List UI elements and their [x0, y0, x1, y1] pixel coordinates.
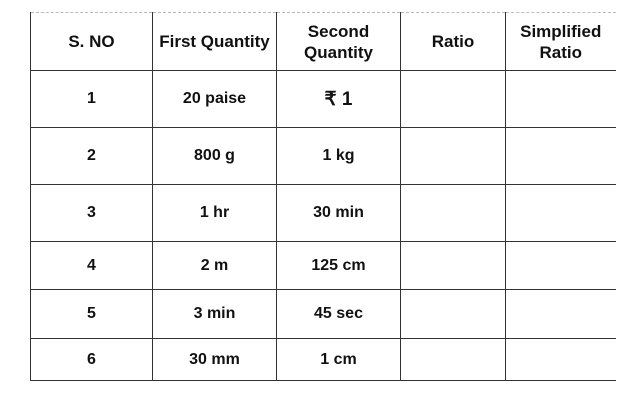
header-cell: Simplified Ratio [505, 12, 616, 71]
header-cell: S. NO [30, 12, 153, 71]
empty-cell [505, 184, 616, 242]
table-row: 6 30 mm 1 cm [30, 338, 616, 381]
table-cell: 1 hr [152, 184, 277, 242]
table-cell: 125 cm [276, 241, 401, 290]
table-cell: 2 [30, 127, 153, 185]
table-cell: ₹ 1 [276, 70, 401, 128]
table-cell: 45 sec [276, 289, 401, 339]
table-cell: 30 mm [152, 338, 277, 381]
table-cell: 800 g [152, 127, 277, 185]
table-cell: 1 kg [276, 127, 401, 185]
table-cell: 4 [30, 241, 153, 290]
empty-cell [400, 289, 506, 339]
table-row: 1 20 paise ₹ 1 [30, 70, 616, 128]
empty-cell [505, 289, 616, 339]
table-cell: 3 min [152, 289, 277, 339]
empty-cell [505, 338, 616, 381]
header-cell: Ratio [400, 12, 506, 71]
table-cell: 2 m [152, 241, 277, 290]
empty-cell [400, 184, 506, 242]
table-cell: 20 paise [152, 70, 277, 128]
empty-cell [505, 127, 616, 185]
empty-cell [505, 70, 616, 128]
header-row: S. NO First Quantity Second Quantity Ratio S… [30, 12, 616, 71]
header-cell: First Quantity [152, 12, 277, 71]
table-cell: 1 [30, 70, 153, 128]
table-cell: 1 cm [276, 338, 401, 381]
empty-cell [505, 241, 616, 290]
table-cell: 30 min [276, 184, 401, 242]
header-cell: Second Quantity [276, 12, 401, 71]
empty-cell [400, 241, 506, 290]
empty-cell [400, 338, 506, 381]
table-cell: 3 [30, 184, 153, 242]
empty-cell [400, 70, 506, 128]
table-cell: 5 [30, 289, 153, 339]
table-cell: 6 [30, 338, 153, 381]
empty-cell [400, 127, 506, 185]
ratio-table: S. NO First Quantity Second Quantity Ratio S… [30, 12, 616, 381]
